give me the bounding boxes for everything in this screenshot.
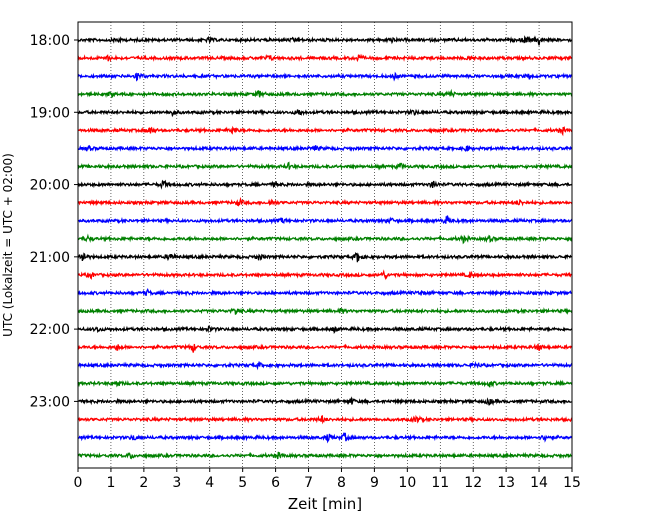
trace-1915 xyxy=(77,125,573,137)
y-tick-label: 18:00 xyxy=(30,33,70,49)
x-tick-label: 9 xyxy=(370,475,379,491)
x-axis: 0 1 2 3 4 5 6 7 8 9 10 11 12 13 14 15 xyxy=(74,468,581,491)
x-tick-label: 14 xyxy=(530,475,548,491)
x-tick-label: 13 xyxy=(497,475,515,491)
grid-lines xyxy=(110,22,540,468)
x-tick-label: 3 xyxy=(172,475,181,491)
x-tick-label: 5 xyxy=(238,475,247,491)
y-tick-label: 20:00 xyxy=(30,178,70,194)
trace-2230 xyxy=(77,360,573,371)
trace-2000 xyxy=(77,179,573,190)
y-tick-label: 19:00 xyxy=(30,105,70,121)
trace-2245 xyxy=(77,379,573,388)
x-tick-label: 8 xyxy=(337,475,346,491)
trace-2100 xyxy=(77,251,573,263)
trace-2200 xyxy=(77,325,573,335)
trace-1800 xyxy=(77,35,573,46)
trace-1930 xyxy=(77,144,573,153)
trace-1900 xyxy=(77,108,573,118)
trace-2330 xyxy=(77,432,573,444)
trace-1815 xyxy=(77,53,573,63)
trace-2115 xyxy=(77,269,572,281)
trace-2215 xyxy=(77,343,573,353)
x-tick-label: 12 xyxy=(464,475,482,491)
trace-2130 xyxy=(77,287,573,297)
trace-2315 xyxy=(77,414,573,425)
trace-2030 xyxy=(77,215,573,225)
plot-frame xyxy=(77,21,573,469)
x-tick-label: 7 xyxy=(304,475,313,491)
x-tick-label: 6 xyxy=(271,475,280,491)
x-tick-label: 0 xyxy=(74,475,83,491)
y-tick-label: 21:00 xyxy=(30,250,70,266)
trace-1830 xyxy=(77,71,573,82)
x-tick-label: 10 xyxy=(398,475,416,491)
x-tick-label: 1 xyxy=(106,475,115,491)
trace-2300 xyxy=(77,396,573,406)
x-tick-label: 15 xyxy=(563,475,581,491)
x-tick-label: 4 xyxy=(205,475,214,491)
trace-1845 xyxy=(77,88,573,99)
y-tick-label: 23:00 xyxy=(30,394,70,410)
y-axis: 18:00 19:00 20:00 21:00 22:00 23:00 xyxy=(30,33,78,410)
trace-1945 xyxy=(77,161,573,171)
x-axis-label: Zeit [min] xyxy=(288,495,362,513)
trace-2045 xyxy=(77,233,573,245)
y-axis-label: UTC (Lokalzeit = UTC + 02:00) xyxy=(1,153,15,337)
trace-layer xyxy=(77,35,573,460)
trace-2015 xyxy=(77,196,573,207)
trace-2345 xyxy=(77,451,573,460)
x-tick-label: 11 xyxy=(431,475,449,491)
trace-2145 xyxy=(77,307,573,315)
y-tick-label: 22:00 xyxy=(30,322,70,338)
x-tick-label: 2 xyxy=(139,475,148,491)
